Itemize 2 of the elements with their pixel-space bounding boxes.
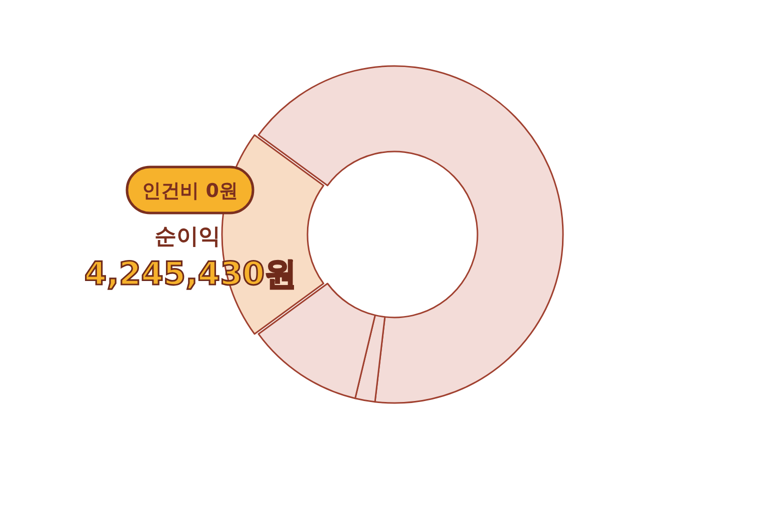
text: 순이익 bbox=[154, 224, 220, 250]
slice-label: 인건비 0원 bbox=[142, 180, 238, 202]
